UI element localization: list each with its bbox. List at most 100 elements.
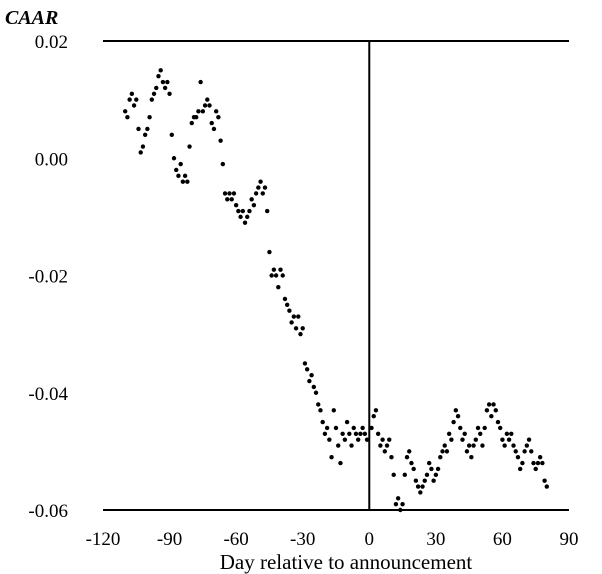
- data-point: [171, 156, 177, 161]
- data-point: [347, 431, 352, 436]
- data-point: [520, 460, 525, 466]
- data-point: [453, 408, 459, 413]
- data-point: [291, 314, 297, 319]
- data-point: [524, 443, 530, 448]
- data-point: [471, 443, 476, 448]
- data-point: [129, 91, 135, 96]
- data-point: [509, 431, 514, 436]
- data-point: [435, 466, 441, 472]
- data-point: [262, 185, 268, 190]
- data-point: [247, 208, 252, 214]
- data-point: [256, 185, 261, 190]
- data-point: [236, 208, 241, 214]
- data-point: [506, 437, 512, 442]
- data-point: [167, 91, 172, 96]
- y-tick-label: -0.02: [28, 267, 68, 288]
- data-point: [209, 120, 214, 126]
- data-point: [202, 103, 208, 108]
- data-point: [484, 408, 490, 413]
- data-point: [458, 425, 463, 431]
- data-point: [216, 115, 221, 120]
- data-point: [418, 490, 423, 495]
- data-point: [407, 449, 412, 454]
- data-point: [253, 191, 259, 196]
- x-tick-label: -60: [223, 529, 248, 550]
- data-point: [349, 443, 354, 448]
- y-tick-label: -0.04: [28, 384, 68, 405]
- data-point: [498, 425, 503, 431]
- data-point: [395, 496, 401, 501]
- data-point: [446, 431, 452, 436]
- data-point: [355, 437, 361, 442]
- data-point: [433, 472, 439, 478]
- data-point: [249, 197, 254, 202]
- data-point: [271, 267, 277, 272]
- data-point: [336, 443, 341, 448]
- data-point: [324, 425, 330, 431]
- x-axis-title: Day relative to announcement: [220, 550, 473, 574]
- data-point: [451, 419, 456, 425]
- data-point: [382, 449, 388, 454]
- data-point: [276, 285, 281, 290]
- data-point: [140, 144, 146, 149]
- data-point: [220, 161, 226, 167]
- data-point: [438, 455, 443, 460]
- data-point: [213, 109, 219, 114]
- data-point: [278, 267, 283, 272]
- data-point: [415, 484, 421, 489]
- data-point: [391, 472, 396, 478]
- data-point: [404, 455, 410, 460]
- data-point: [211, 126, 217, 132]
- data-point: [371, 414, 376, 419]
- data-point: [358, 431, 363, 436]
- data-point: [373, 408, 379, 413]
- x-tick-label: 60: [493, 529, 512, 550]
- data-point: [529, 449, 534, 454]
- data-point: [273, 273, 279, 278]
- data-point: [480, 443, 485, 448]
- data-point: [222, 191, 228, 196]
- data-point: [491, 402, 496, 407]
- data-point: [409, 460, 414, 466]
- data-point: [427, 460, 432, 466]
- data-point: [205, 97, 210, 102]
- data-point: [500, 437, 505, 442]
- data-point: [342, 437, 348, 442]
- data-point: [131, 103, 137, 108]
- data-point: [185, 179, 190, 184]
- x-tick-label: -120: [86, 529, 121, 550]
- data-point: [160, 79, 166, 85]
- data-point: [478, 431, 483, 436]
- data-point: [165, 79, 170, 85]
- data-point: [413, 478, 419, 483]
- data-point: [517, 466, 523, 472]
- y-tick-label: -0.06: [28, 501, 68, 522]
- data-point: [176, 173, 181, 179]
- data-point: [240, 208, 245, 214]
- data-point: [178, 161, 183, 167]
- x-tick-labels: -120 -90 -60 -30 0 30 60 90: [86, 529, 579, 550]
- data-point: [207, 103, 212, 108]
- data-point: [304, 367, 310, 372]
- data-point: [327, 437, 332, 442]
- data-point: [289, 320, 294, 325]
- data-point: [380, 437, 385, 442]
- data-point: [147, 115, 152, 120]
- data-point: [544, 484, 550, 489]
- data-point: [136, 126, 141, 132]
- data-point: [378, 443, 383, 448]
- data-point: [309, 372, 314, 378]
- y-tick-label: 0.02: [35, 32, 68, 53]
- data-point: [151, 91, 157, 96]
- data-point: [134, 97, 139, 102]
- data-point: [440, 449, 445, 454]
- data-point: [429, 466, 434, 472]
- data-point: [282, 296, 288, 302]
- data-point: [267, 249, 272, 255]
- data-point: [162, 85, 168, 91]
- data-point: [449, 437, 454, 442]
- data-point: [340, 431, 345, 436]
- data-point: [293, 326, 299, 331]
- data-point: [462, 431, 467, 436]
- data-point: [180, 179, 186, 184]
